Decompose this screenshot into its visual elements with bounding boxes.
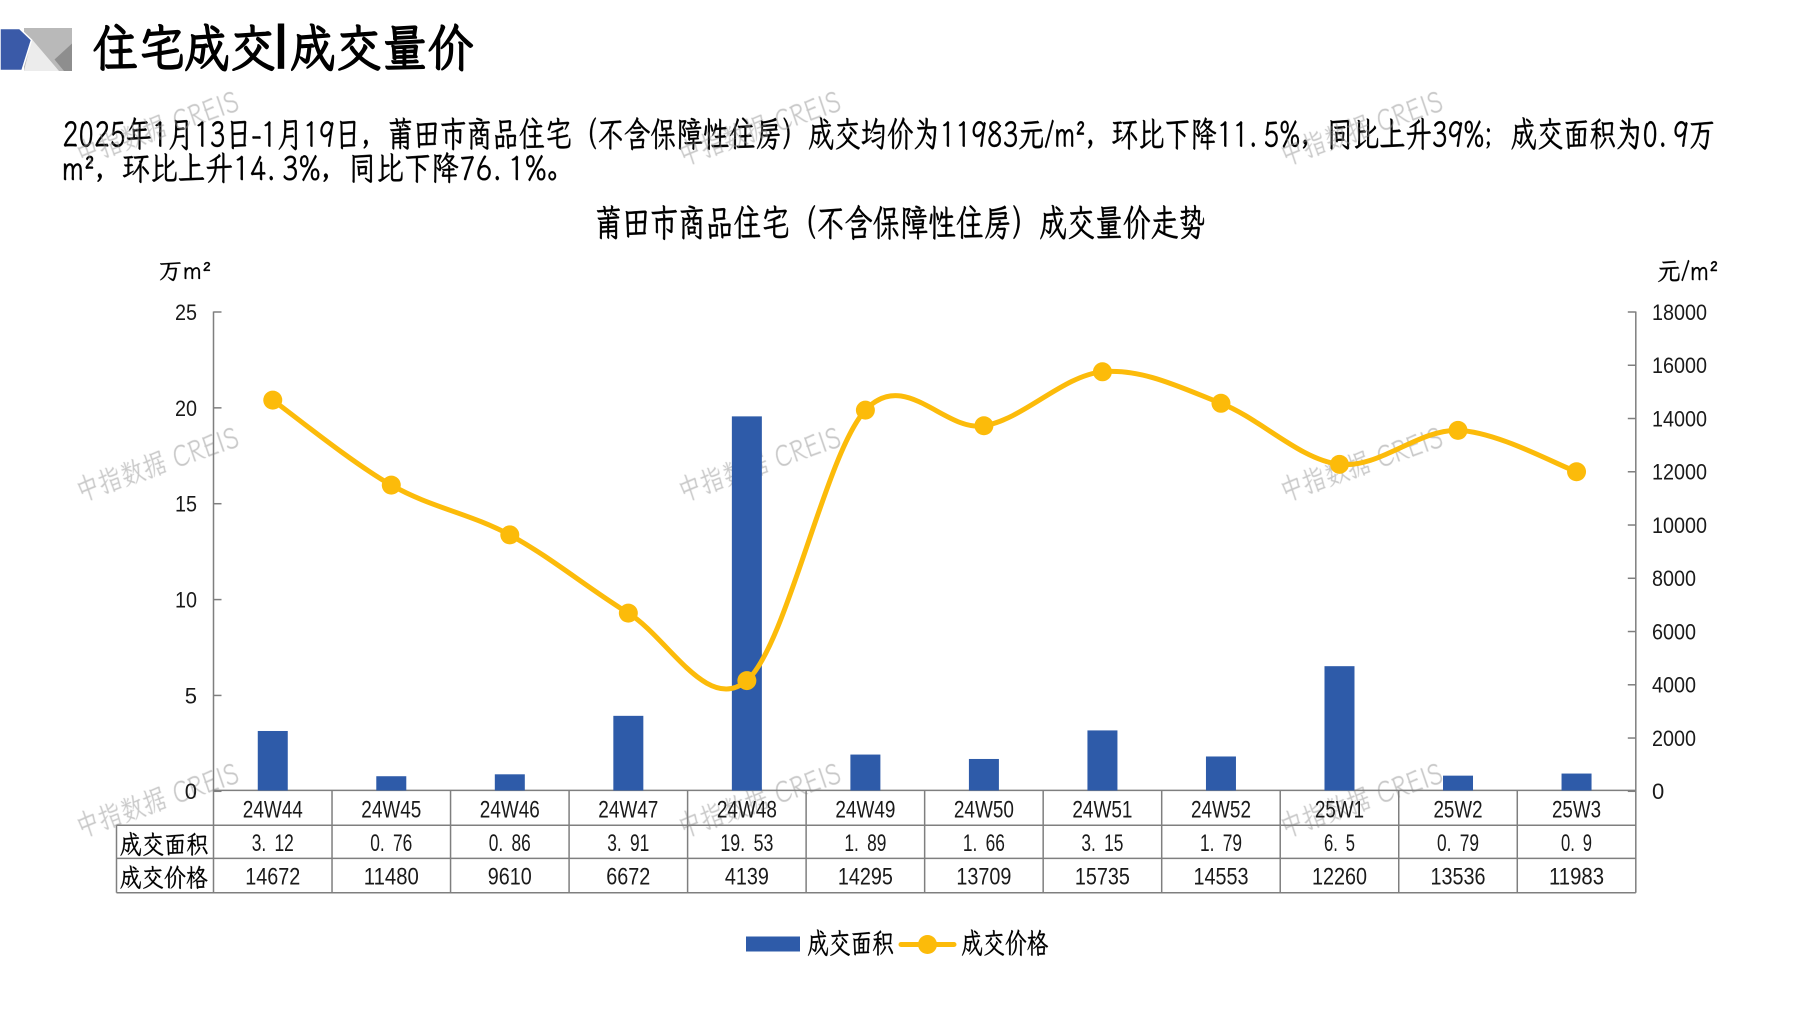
svg-text:25: 25 <box>175 300 197 325</box>
svg-text:13709: 13709 <box>956 863 1011 890</box>
svg-text:14553: 14553 <box>1194 863 1249 890</box>
svg-text:24W52: 24W52 <box>1191 796 1251 823</box>
svg-text:10: 10 <box>175 588 197 613</box>
svg-text:3. 12: 3. 12 <box>252 830 294 857</box>
svg-text:1. 66: 1. 66 <box>963 830 1005 857</box>
svg-text:25W1: 25W1 <box>1315 796 1364 823</box>
svg-text:24W50: 24W50 <box>954 796 1014 823</box>
svg-text:16000: 16000 <box>1652 353 1707 378</box>
svg-text:6000: 6000 <box>1652 619 1696 644</box>
svg-text:3. 15: 3. 15 <box>1081 830 1123 857</box>
svg-text:25W2: 25W2 <box>1434 796 1483 823</box>
svg-text:8000: 8000 <box>1652 566 1696 591</box>
svg-text:4000: 4000 <box>1652 673 1696 698</box>
svg-text:14672: 14672 <box>245 863 300 890</box>
svg-text:14000: 14000 <box>1652 406 1707 431</box>
svg-text:18000: 18000 <box>1652 300 1707 325</box>
svg-text:24W45: 24W45 <box>361 796 421 823</box>
svg-text:6672: 6672 <box>606 863 650 890</box>
svg-text:4139: 4139 <box>725 863 769 890</box>
svg-text:6. 5: 6. 5 <box>1324 830 1355 857</box>
svg-text:11480: 11480 <box>364 863 419 890</box>
svg-text:3. 91: 3. 91 <box>607 830 649 857</box>
svg-text:12260: 12260 <box>1312 863 1367 890</box>
svg-text:15: 15 <box>175 492 197 517</box>
svg-text:1. 79: 1. 79 <box>1200 830 1242 857</box>
svg-text:14295: 14295 <box>838 863 893 890</box>
svg-text:0. 9: 0. 9 <box>1561 830 1592 857</box>
svg-text:25W3: 25W3 <box>1552 796 1601 823</box>
svg-text:19. 53: 19. 53 <box>720 830 773 857</box>
svg-text:5: 5 <box>185 683 197 708</box>
svg-text:0. 76: 0. 76 <box>370 830 412 857</box>
svg-text:15735: 15735 <box>1075 863 1130 890</box>
svg-text:24W51: 24W51 <box>1072 796 1132 823</box>
svg-text:0. 86: 0. 86 <box>489 830 531 857</box>
svg-text:10000: 10000 <box>1652 513 1707 538</box>
svg-text:11983: 11983 <box>1549 863 1604 890</box>
svg-text:12000: 12000 <box>1652 460 1707 485</box>
svg-text:0: 0 <box>1652 779 1664 804</box>
svg-text:24W46: 24W46 <box>480 796 540 823</box>
svg-text:13536: 13536 <box>1431 863 1486 890</box>
svg-text:2000: 2000 <box>1652 726 1696 751</box>
svg-text:24W48: 24W48 <box>717 796 777 823</box>
svg-text:24W44: 24W44 <box>243 796 303 823</box>
svg-text:24W49: 24W49 <box>835 796 895 823</box>
svg-text:24W47: 24W47 <box>598 796 658 823</box>
svg-text:20: 20 <box>175 396 197 421</box>
svg-text:1. 89: 1. 89 <box>844 830 886 857</box>
svg-text:0. 79: 0. 79 <box>1437 830 1479 857</box>
svg-text:0: 0 <box>185 779 197 804</box>
svg-text:9610: 9610 <box>488 863 532 890</box>
